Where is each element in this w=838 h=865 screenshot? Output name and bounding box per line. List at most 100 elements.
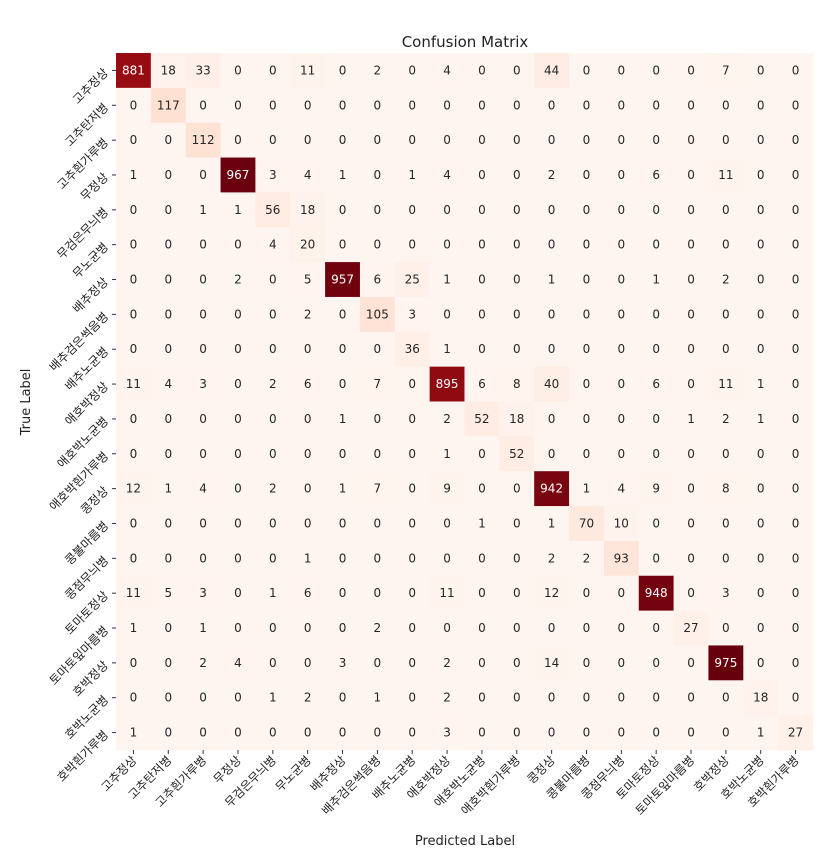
cell-value-label: 0 xyxy=(408,656,416,670)
heatmap-cell xyxy=(290,436,326,472)
heatmap-cell xyxy=(394,227,431,263)
heatmap-cell xyxy=(499,227,535,263)
cell-value-label: 0 xyxy=(443,133,451,147)
heatmap-cell xyxy=(743,540,779,577)
heatmap-cell xyxy=(778,575,814,611)
heatmap-cell xyxy=(150,506,187,542)
heatmap-cell xyxy=(185,262,221,298)
cell-value-label: 0 xyxy=(583,307,591,321)
cell-value-label: 0 xyxy=(339,238,347,252)
cell-value-label: 0 xyxy=(583,133,591,147)
cell-value-label: 0 xyxy=(269,551,277,565)
cell-value-label: 0 xyxy=(130,691,138,705)
heatmap-cell xyxy=(569,331,605,368)
heatmap-cell xyxy=(116,331,152,368)
heatmap-cell xyxy=(394,471,431,507)
heatmap-cell xyxy=(743,122,779,158)
cell-value-label: 0 xyxy=(618,726,626,740)
cell-value-label: 0 xyxy=(304,656,312,670)
cell-value-label: 0 xyxy=(583,726,591,740)
heatmap-cell xyxy=(638,366,674,402)
heatmap-cell xyxy=(359,401,396,437)
heatmap-cell xyxy=(569,645,605,681)
cell-value-label: 0 xyxy=(339,551,347,565)
heatmap-cell xyxy=(429,715,465,751)
cell-value-label: 0 xyxy=(234,482,242,496)
heatmap-cell xyxy=(673,680,709,716)
chart-title: Confusion Matrix xyxy=(402,33,529,51)
heatmap-cell xyxy=(429,262,465,298)
heatmap-cell xyxy=(743,610,779,646)
cell-value-label: 5 xyxy=(164,586,172,600)
heatmap-cell xyxy=(743,506,779,542)
cell-value-label: 3 xyxy=(408,307,416,321)
cell-value-label: 0 xyxy=(652,133,660,147)
heatmap-cell xyxy=(359,122,396,158)
heatmap-cell xyxy=(743,715,779,751)
x-axis-label: Predicted Label xyxy=(415,834,515,849)
cell-value-label: 0 xyxy=(687,98,695,112)
cell-value-label: 1 xyxy=(374,691,382,705)
heatmap-cell xyxy=(429,87,465,124)
heatmap-cell xyxy=(743,680,779,716)
cell-value-label: 0 xyxy=(687,691,695,705)
heatmap-cell xyxy=(464,645,500,681)
heatmap-cell xyxy=(220,227,256,263)
heatmap-cell xyxy=(499,192,535,228)
cell-value-label: 0 xyxy=(199,551,207,565)
cell-value-label: 0 xyxy=(304,447,312,461)
cell-value-label: 0 xyxy=(757,238,765,252)
cell-value-label: 0 xyxy=(757,98,765,112)
cell-value-label: 0 xyxy=(478,63,486,77)
cell-value-label: 0 xyxy=(513,656,521,670)
cell-value-label: 0 xyxy=(199,516,207,530)
heatmap-cell xyxy=(325,227,361,263)
heatmap-cell xyxy=(708,610,744,646)
cell-value-label: 0 xyxy=(269,516,277,530)
heatmap-cell xyxy=(778,715,814,751)
cell-value-label: 14 xyxy=(544,656,559,670)
cell-value-label: 0 xyxy=(513,307,521,321)
cell-value-label: 1 xyxy=(548,516,556,530)
heatmap-cell xyxy=(429,366,465,402)
heatmap-cell xyxy=(743,401,779,437)
cell-value-label: 0 xyxy=(792,273,800,287)
cell-value-label: 0 xyxy=(618,586,626,600)
heatmap-cell xyxy=(290,331,326,368)
cell-value-label: 0 xyxy=(548,691,556,705)
heatmap-cell xyxy=(499,610,535,646)
heatmap-cell xyxy=(673,87,709,124)
heatmap-cell xyxy=(638,715,674,751)
heatmap-cell xyxy=(603,575,640,611)
cell-value-label: 0 xyxy=(374,133,382,147)
heatmap-cell xyxy=(255,227,291,263)
cell-value-label: 0 xyxy=(478,586,486,600)
cell-value-label: 0 xyxy=(130,447,138,461)
cell-value-label: 0 xyxy=(130,203,138,217)
heatmap-cell xyxy=(359,610,396,646)
heatmap-cell xyxy=(464,540,500,577)
heatmap-cell xyxy=(743,157,779,193)
heatmap-cell xyxy=(673,331,709,368)
heatmap-cell xyxy=(150,227,187,263)
heatmap-cell xyxy=(220,645,256,681)
heatmap-cell xyxy=(603,296,640,333)
heatmap-cell xyxy=(116,262,152,298)
heatmap-cell xyxy=(464,53,500,89)
cell-value-label: 0 xyxy=(374,238,382,252)
cell-value-label: 0 xyxy=(513,726,521,740)
heatmap-cell xyxy=(603,471,640,507)
cell-value-label: 0 xyxy=(374,551,382,565)
heatmap-cell xyxy=(673,296,709,333)
cell-value-label: 0 xyxy=(339,377,347,391)
heatmap-cell xyxy=(359,540,396,577)
heatmap-cell xyxy=(429,401,465,437)
cell-value-label: 4 xyxy=(234,656,242,670)
cell-value-label: 0 xyxy=(408,516,416,530)
cell-value-label: 0 xyxy=(548,447,556,461)
cell-value-label: 0 xyxy=(687,168,695,182)
cell-value-label: 0 xyxy=(583,691,591,705)
cell-value-label: 25 xyxy=(405,273,420,287)
heatmap-cell xyxy=(185,366,221,402)
cell-value-label: 0 xyxy=(652,447,660,461)
